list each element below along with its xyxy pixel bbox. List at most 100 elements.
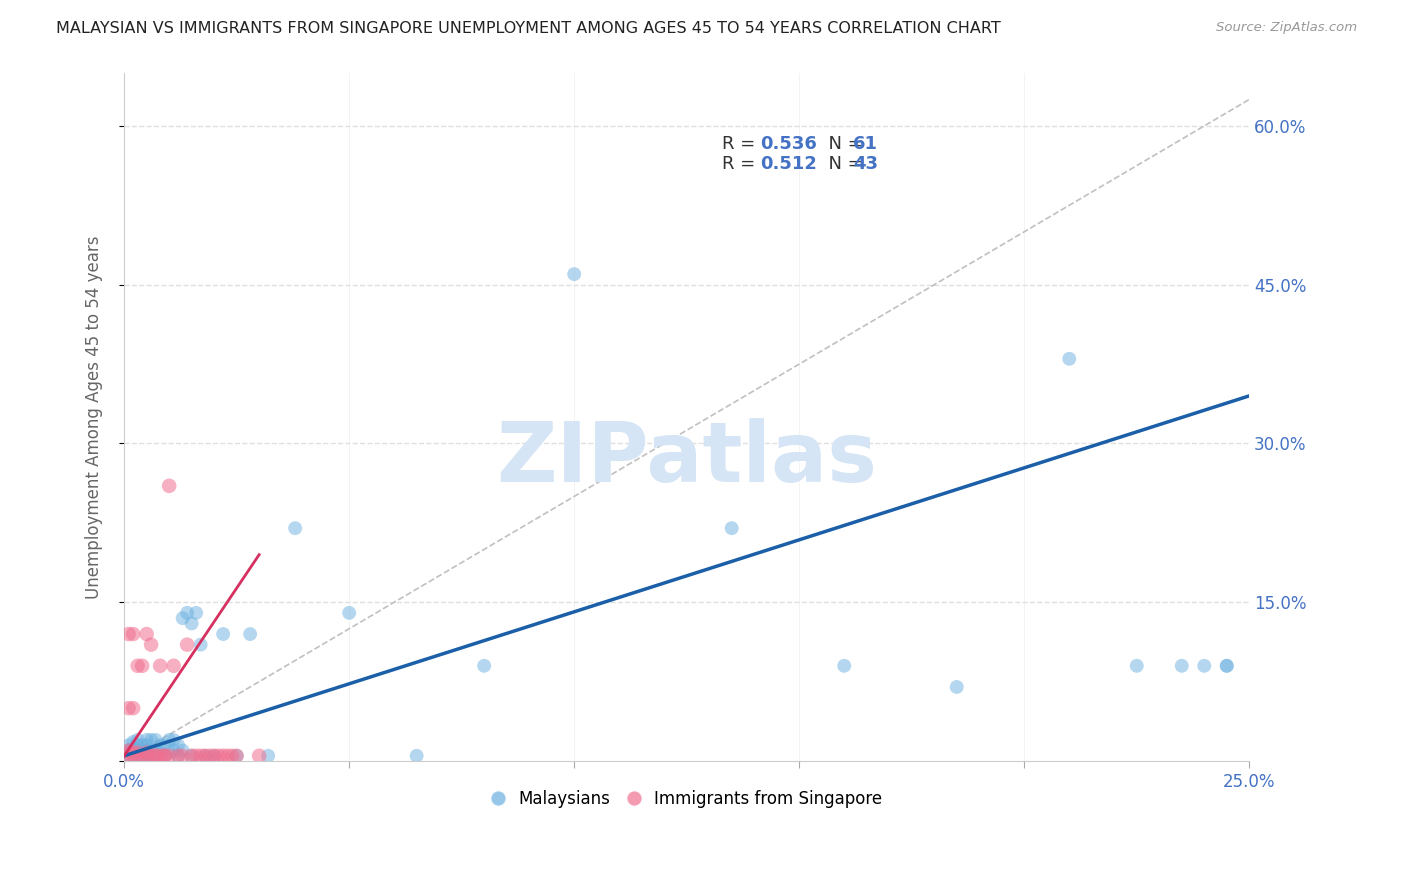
Point <box>127 732 149 747</box>
Text: 43: 43 <box>853 155 879 173</box>
Point <box>117 743 139 757</box>
Point <box>149 658 172 673</box>
Text: Source: ZipAtlas.com: Source: ZipAtlas.com <box>1216 21 1357 34</box>
Point <box>127 748 149 763</box>
Point <box>117 748 139 763</box>
Point <box>186 748 208 763</box>
Point <box>117 701 139 715</box>
Point <box>832 658 855 673</box>
Point <box>239 627 262 641</box>
Point <box>167 738 190 752</box>
Point <box>139 743 162 757</box>
Point <box>131 658 153 673</box>
Legend: Malaysians, Immigrants from Singapore: Malaysians, Immigrants from Singapore <box>485 783 889 814</box>
Point <box>176 638 198 652</box>
Point <box>149 738 172 752</box>
Text: MALAYSIAN VS IMMIGRANTS FROM SINGAPORE UNEMPLOYMENT AMONG AGES 45 TO 54 YEARS CO: MALAYSIAN VS IMMIGRANTS FROM SINGAPORE U… <box>56 21 1001 36</box>
Point <box>194 748 217 763</box>
Point <box>122 701 145 715</box>
Point <box>135 627 157 641</box>
Point <box>162 743 184 757</box>
Point <box>162 658 184 673</box>
Point <box>145 748 167 763</box>
Point <box>122 741 145 756</box>
Point <box>217 748 239 763</box>
Point <box>167 748 190 763</box>
Point <box>172 743 194 757</box>
Point <box>257 748 280 763</box>
Point <box>208 748 231 763</box>
Point <box>149 748 172 763</box>
Point <box>117 627 139 641</box>
Point <box>284 521 307 535</box>
Point <box>562 267 585 281</box>
Text: R =: R = <box>723 135 762 153</box>
Point <box>117 743 139 757</box>
Point <box>172 748 194 763</box>
Point <box>135 732 157 747</box>
Point <box>127 748 149 763</box>
Point <box>190 748 212 763</box>
Point <box>135 743 157 757</box>
Point <box>122 735 145 749</box>
Point <box>149 746 172 760</box>
Point <box>135 738 157 752</box>
Point <box>127 658 149 673</box>
Point <box>190 638 212 652</box>
Point <box>153 748 176 763</box>
Point <box>247 748 270 763</box>
Point <box>1171 658 1194 673</box>
Point <box>122 746 145 760</box>
Point <box>1126 658 1149 673</box>
Point <box>212 627 235 641</box>
Point <box>1216 658 1239 673</box>
Point <box>131 743 153 757</box>
Point <box>117 748 139 763</box>
Point <box>176 606 198 620</box>
Point <box>720 521 742 535</box>
Text: R =: R = <box>723 155 762 173</box>
Point <box>1194 658 1216 673</box>
Point <box>225 748 247 763</box>
Point <box>127 738 149 752</box>
Point <box>157 732 180 747</box>
Text: N =: N = <box>817 155 868 173</box>
Point <box>139 748 162 763</box>
Point <box>157 479 180 493</box>
Point <box>472 658 495 673</box>
Point <box>145 748 167 763</box>
Point <box>1216 658 1239 673</box>
Point <box>153 738 176 752</box>
Point <box>122 627 145 641</box>
Point <box>180 616 202 631</box>
Point <box>180 748 202 763</box>
Point <box>122 748 145 763</box>
Point <box>135 746 157 760</box>
Point <box>162 732 184 747</box>
Point <box>139 638 162 652</box>
Point <box>221 748 243 763</box>
Point <box>135 748 157 763</box>
Point <box>405 748 427 763</box>
Text: N =: N = <box>817 135 868 153</box>
Point <box>153 748 176 763</box>
Point <box>202 748 225 763</box>
Point <box>1057 351 1080 366</box>
Point <box>139 732 162 747</box>
Point <box>167 748 190 763</box>
Text: 61: 61 <box>853 135 879 153</box>
Point <box>172 611 194 625</box>
Point <box>153 748 176 763</box>
Point <box>127 746 149 760</box>
Point <box>127 743 149 757</box>
Point <box>212 748 235 763</box>
Point <box>122 748 145 763</box>
Point <box>122 746 145 760</box>
Text: ZIPatlas: ZIPatlas <box>496 417 877 499</box>
Point <box>194 748 217 763</box>
Point <box>180 748 202 763</box>
Point <box>186 606 208 620</box>
Point <box>202 748 225 763</box>
Point <box>117 738 139 752</box>
Point <box>337 606 360 620</box>
